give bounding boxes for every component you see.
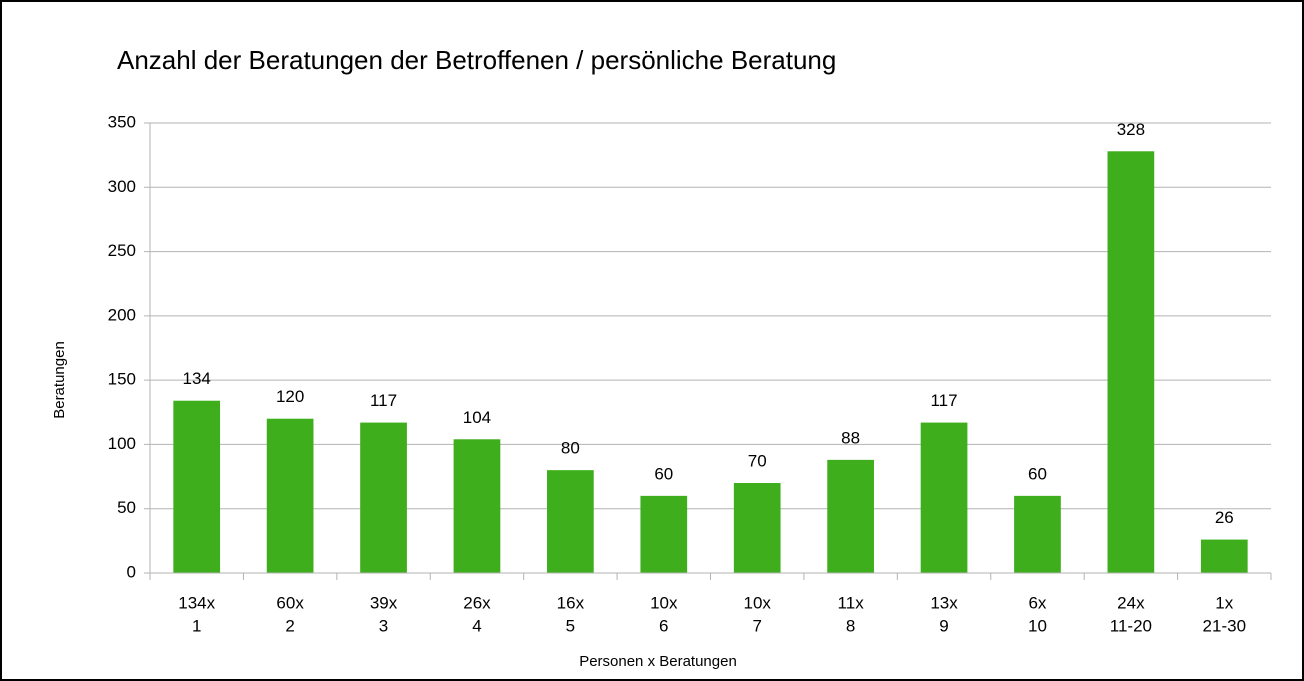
x-tick-label: 60x [276, 593, 304, 612]
y-tick-label: 200 [108, 305, 136, 324]
x-tick-label: 10x [743, 593, 771, 612]
x-tick-label: 1x [1215, 593, 1233, 612]
bar [266, 418, 314, 573]
x-tick-label: 6x [1028, 593, 1046, 612]
x-tick-label: 134x [178, 593, 215, 612]
bar [453, 439, 501, 573]
data-label: 117 [930, 391, 957, 410]
bar [640, 495, 688, 573]
y-tick-label: 350 [108, 112, 136, 131]
x-tick-label: 26x [463, 593, 491, 612]
x-tick-label: 21-30 [1203, 616, 1246, 635]
y-tick-label: 150 [108, 370, 136, 389]
bar [547, 470, 594, 573]
x-tick-label: 16x [557, 593, 585, 612]
y-tick-label: 300 [108, 177, 136, 196]
bar [920, 422, 968, 573]
x-tick-label: 3 [379, 616, 388, 635]
x-tick-label: 1 [192, 616, 201, 635]
x-axis-label: Personen x Beratungen [579, 653, 737, 670]
y-tick-label: 50 [117, 498, 136, 517]
chart-title: Anzahl der Beratungen der Betroffenen / … [117, 45, 836, 75]
x-tick-label: 11x [838, 593, 865, 612]
x-tick-label: 4 [472, 616, 481, 635]
bar [733, 483, 781, 573]
y-axis-label: Beratungen [51, 341, 68, 419]
x-tick-label: 6 [659, 616, 668, 635]
y-tick-label: 0 [127, 562, 136, 581]
data-label: 104 [463, 408, 491, 427]
data-label: 120 [276, 387, 304, 406]
x-tick-label: 11-20 [1110, 616, 1152, 635]
y-tick-label: 250 [108, 241, 136, 260]
data-label: 60 [1028, 464, 1047, 483]
data-label: 60 [654, 464, 673, 483]
data-label: 70 [748, 451, 767, 470]
x-tick-label: 39x [370, 593, 398, 612]
x-tick-label: 2 [285, 616, 294, 635]
bar [1200, 539, 1248, 573]
bar [173, 400, 221, 573]
data-label: 26 [1215, 508, 1234, 527]
data-label: 117 [370, 391, 397, 410]
x-tick-label: 24x [1117, 593, 1145, 612]
x-tick-label: 10 [1028, 616, 1047, 635]
bar [827, 459, 874, 573]
y-tick-label: 100 [108, 434, 136, 453]
x-tick-label: 5 [566, 616, 575, 635]
x-tick-label: 10x [650, 593, 678, 612]
x-tick-label: 8 [846, 616, 855, 635]
bar [1107, 151, 1155, 574]
data-label: 328 [1117, 120, 1145, 139]
data-label: 80 [561, 439, 580, 458]
x-tick-label: 13x [930, 593, 958, 612]
data-label: 88 [841, 428, 860, 447]
data-label: 134 [183, 369, 211, 388]
bar [1014, 495, 1061, 573]
x-tick-label: 9 [939, 616, 948, 635]
x-tick-label: 7 [752, 616, 761, 635]
bar [360, 422, 407, 573]
